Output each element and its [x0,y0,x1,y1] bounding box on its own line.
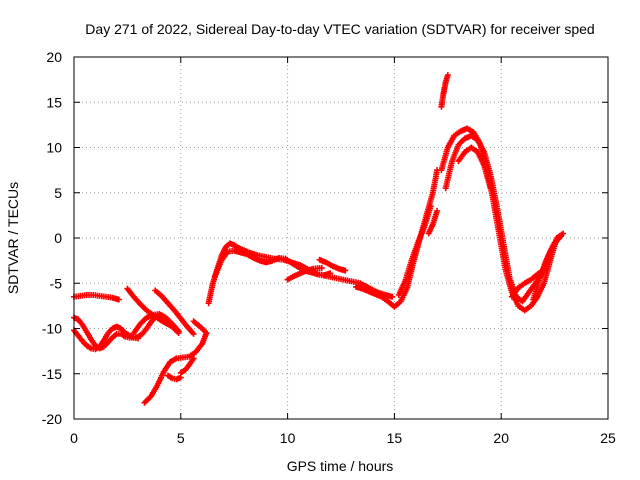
series-arc15 [316,256,349,274]
data-points-arc13 [212,247,334,279]
y-tick-label: 10 [46,140,62,156]
series-arc10 [177,355,197,376]
x-tick-label: 25 [600,430,616,446]
data-points-arc8 [141,330,210,406]
data-points-arc10 [177,355,197,376]
data-points-arc17 [395,203,434,298]
series-arc14 [284,264,325,283]
y-tick-label: 5 [54,185,62,201]
series-arc7 [152,287,197,337]
grid-lines [74,57,608,419]
data-points-arc1 [71,292,122,303]
data-points-arc7 [152,287,197,337]
y-tick-label: -20 [42,411,62,427]
series-arc9 [165,372,184,383]
data-points-arc18 [425,207,441,237]
data-points-arc11 [190,318,210,336]
x-tick-label: 10 [280,430,296,446]
y-tick-label: 0 [54,230,62,246]
data-points-arc14 [284,264,325,283]
x-tick-label: 5 [177,430,185,446]
series-arc18 [425,207,441,237]
y-axis-label: SDTVAR / TECUs [5,182,21,294]
series-arc6 [130,311,182,336]
data-points-arc24 [530,235,562,303]
data-points-arc9 [165,372,184,383]
series-arc13 [212,247,334,279]
data-points-arc22 [455,144,494,192]
y-tick-label: -5 [50,275,63,291]
data-marks [71,72,567,406]
data-points-arc6 [130,311,182,336]
y-tick-label: 15 [46,94,62,110]
series-arc11 [190,318,210,336]
y-tick-label: -10 [42,321,62,337]
y-tick-label: -15 [42,366,62,382]
series-arc24 [530,235,562,303]
series-arc17 [395,203,434,298]
series-arc22 [455,144,494,192]
y-tick-label: 20 [46,49,62,65]
series-arc1 [71,292,122,303]
x-tick-label: 0 [70,430,78,446]
data-points-arc19 [438,72,451,110]
data-points-arc15 [316,256,349,274]
series-arc8 [141,330,210,406]
y-axis: -20 -15 -10 -5 0 5 10 15 20 [42,49,608,427]
chart-title: Day 271 of 2022, Sidereal Day-to-day VTE… [85,21,594,37]
x-axis-label: GPS time / hours [287,458,394,474]
x-tick-label: 20 [493,430,509,446]
x-tick-label: 15 [387,430,403,446]
x-axis: 0 5 10 15 20 25 [70,57,616,446]
series-arc19 [438,72,451,110]
